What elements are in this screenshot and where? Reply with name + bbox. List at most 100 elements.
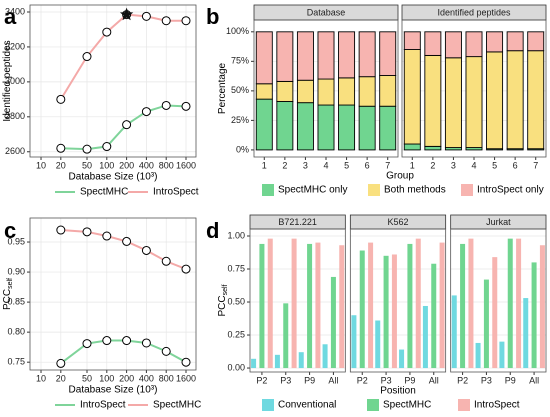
bar-segment — [358, 31, 376, 78]
bar — [516, 238, 522, 369]
x-tick-label: 400 — [139, 373, 154, 383]
x-tick-label: 6 — [365, 160, 370, 170]
bar — [468, 238, 474, 369]
x-tick-label: P3 — [280, 375, 291, 385]
y-tick-label: 0.80 — [7, 327, 25, 337]
legend-label: SpectMHC — [80, 187, 128, 198]
y-tick-label: 0.85 — [7, 296, 25, 306]
bar-segment — [379, 105, 397, 151]
y-tick-label: 0.00 — [227, 362, 245, 372]
bar-segment — [338, 104, 356, 151]
bar-segment — [403, 143, 421, 151]
x-tick-label: 100 — [99, 160, 114, 170]
x-tick-label: P9 — [404, 375, 415, 385]
bar-segment — [403, 49, 421, 145]
point — [161, 256, 171, 266]
plot-border — [249, 228, 346, 373]
bar — [451, 295, 457, 369]
bar — [322, 344, 328, 369]
y-tick-label: 0.95 — [7, 236, 25, 246]
panel-letter: c — [4, 218, 16, 243]
panel-letter: d — [206, 218, 219, 243]
panel-letter: a — [4, 4, 17, 29]
x-tick-label: P2 — [256, 375, 267, 385]
y-axis-label-sub: self — [7, 278, 14, 289]
facet-label: B721.221 — [278, 217, 317, 227]
x-tick-label: 3 — [303, 160, 308, 170]
x-tick-label: 7 — [385, 160, 390, 170]
bar — [368, 242, 374, 369]
point — [56, 358, 66, 368]
bar — [339, 245, 345, 369]
x-tick-label: 4 — [471, 160, 476, 170]
bar — [291, 238, 297, 369]
point — [102, 336, 112, 346]
bar-segment — [486, 51, 504, 150]
point — [181, 357, 191, 367]
y-tick-label: 0% — [236, 144, 249, 154]
bar-segment — [465, 31, 483, 58]
bar-segment — [255, 83, 273, 100]
bar — [531, 262, 537, 369]
y-axis-label: PCCself — [2, 278, 14, 310]
legend-label: SpectMHC — [383, 400, 431, 411]
y-tick-label: 2600 — [5, 146, 25, 156]
x-tick-label: 200 — [119, 160, 134, 170]
x-axis-label: Database Size (10³) — [69, 385, 158, 396]
legend-swatch — [262, 184, 274, 196]
point — [56, 94, 66, 104]
point — [102, 231, 112, 241]
x-tick-label: All — [529, 375, 539, 385]
y-tick-label: 2800 — [5, 111, 25, 121]
x-tick-label: P3 — [481, 375, 492, 385]
y-tick-label: 75% — [231, 56, 249, 66]
panel-letter: b — [206, 4, 219, 29]
bar — [483, 279, 489, 369]
point — [102, 27, 112, 37]
x-tick-label: All — [328, 375, 338, 385]
x-tick-label: 1 — [262, 160, 267, 170]
point — [82, 52, 92, 62]
bar-segment — [424, 31, 442, 56]
x-tick-label: P3 — [381, 375, 392, 385]
point — [82, 227, 92, 237]
y-axis-label-main: PCC — [2, 289, 13, 310]
line — [59, 13, 187, 100]
x-tick-label: P2 — [357, 375, 368, 385]
y-tick-label: 1.00 — [227, 230, 245, 240]
legend-label: IntroSpect only — [477, 185, 544, 196]
y-tick-label: 25% — [231, 115, 249, 125]
x-tick-label: 50 — [82, 160, 92, 170]
y-axis-label-main: Percentage — [217, 62, 228, 114]
bar — [460, 243, 466, 369]
legend-label: IntroSpect — [80, 400, 126, 411]
bar-segment — [444, 31, 462, 59]
point — [82, 144, 92, 154]
legend-label: SpectMHC — [153, 400, 201, 411]
x-tick-label: P9 — [304, 375, 315, 385]
x-tick-label: 800 — [159, 160, 174, 170]
bar — [315, 242, 321, 369]
bar-segment — [255, 98, 273, 151]
bar-segment — [338, 77, 356, 106]
point — [122, 236, 132, 246]
y-tick-label: 50% — [231, 85, 249, 95]
legend-label: Conventional — [278, 400, 336, 411]
bar-segment — [276, 31, 294, 82]
point — [181, 264, 191, 274]
bar — [475, 342, 481, 369]
y-axis-label: Identified peptides — [2, 40, 13, 121]
bar-segment — [296, 31, 314, 81]
x-tick-label: 10 — [36, 160, 46, 170]
plot-border — [450, 228, 547, 373]
bar-segment — [424, 54, 442, 147]
point — [122, 336, 132, 346]
x-tick-label: 200 — [119, 373, 134, 383]
bar — [359, 250, 365, 369]
x-tick-label: 1 — [410, 160, 415, 170]
y-axis-label: PCCself — [217, 284, 229, 316]
bar-segment — [465, 56, 483, 149]
bar — [283, 303, 289, 369]
legend-swatch — [367, 399, 379, 411]
bar — [399, 349, 405, 369]
